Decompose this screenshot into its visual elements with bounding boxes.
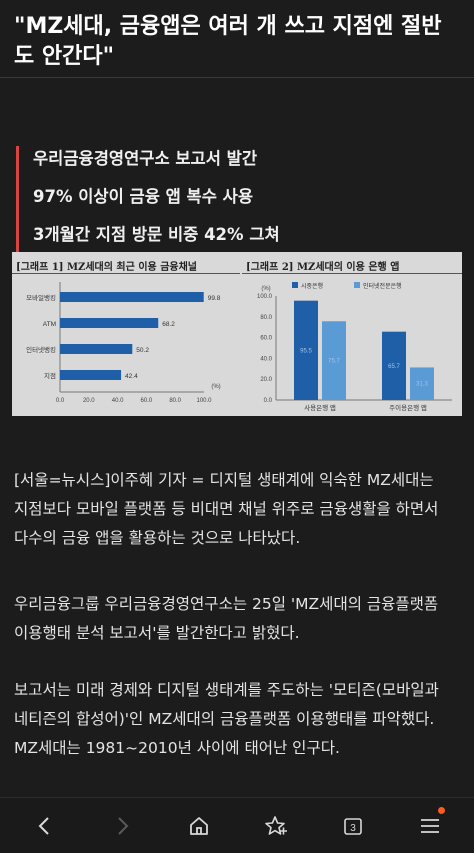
browser-bottom-bar: 3	[0, 797, 474, 853]
home-button[interactable]	[169, 798, 229, 853]
data-label: 95.5	[300, 348, 312, 354]
article-headline: "MZ세대, 금융앱은 여러 개 쓰고 지점엔 절반도 안간다"	[0, 0, 474, 78]
back-icon	[38, 816, 49, 835]
x-tick-label: 20.0	[83, 398, 95, 404]
summary-line: 97% 이상이 금융 앱 복수 사용	[33, 187, 254, 206]
data-label: 75.7	[328, 359, 340, 365]
bar	[60, 344, 133, 354]
bar	[294, 300, 318, 400]
summary-line: 3개월간 지점 방문 비중 42% 그쳐	[33, 225, 280, 244]
tabs-button[interactable]: 3	[323, 798, 383, 853]
menu-button[interactable]	[400, 798, 460, 853]
legend-label: 시중은행	[301, 282, 323, 290]
notification-dot	[437, 806, 445, 814]
bar	[322, 321, 346, 400]
x-tick-label: 100.0	[196, 398, 212, 404]
menu-icon	[420, 818, 439, 833]
legend-swatch	[354, 282, 360, 288]
y-tick-label: 100.0	[257, 294, 273, 300]
infographic-figure[interactable]: [그래프 1] MZ세대의 최근 이용 금융채널 모바일뱅킹 99.8 ATM 68.…	[12, 252, 462, 416]
forward-icon	[117, 816, 128, 835]
legend-label: 인터넷전문은행	[363, 282, 402, 290]
bank-apps-bar-chart: 시중은행 인터넷전문은행 0.0 20.0 40.0 60.0 80.0 100.0 (%) 95…	[257, 282, 452, 412]
data-label: 99.8	[208, 295, 221, 302]
x-tick-label: 80.0	[169, 398, 181, 404]
channels-bar-chart: 모바일뱅킹 99.8 ATM 68.2 인터넷뱅킹 50.2 지점 42.4 0.0 20.0 40…	[26, 282, 221, 404]
bar	[60, 292, 204, 302]
chart-panel-channels: [그래프 1] MZ세대의 최근 이용 금융채널 모바일뱅킹 99.8 ATM 68.…	[12, 252, 240, 416]
y-tick-label: 20.0	[260, 377, 272, 383]
back-button[interactable]	[15, 798, 75, 853]
y-tick-label: 60.0	[260, 336, 272, 342]
data-label: 50.2	[136, 347, 149, 354]
data-label: 42.4	[125, 373, 138, 380]
article-paragraph: [서울=뉴시스]이주혜 기자 = 디지털 생태계에 익숙한 MZ세대는 지점보다…	[14, 471, 439, 547]
bookmark-star-icon	[264, 815, 287, 835]
category-label: 주이용은행 앱	[389, 403, 427, 412]
x-tick-label: 40.0	[112, 398, 124, 404]
bar	[382, 331, 406, 400]
tabs-icon: 3	[343, 817, 362, 835]
tab-count: 3	[350, 823, 356, 834]
category-label: ATM	[43, 321, 56, 328]
x-tick-label: 0.0	[56, 398, 65, 404]
summary-line: 우리금융경영연구소 보고서 발간	[33, 149, 258, 168]
chart-panel-bank-apps: [그래프 2] MZ세대의 이용 은행 앱 시중은행 인터넷전문은행 0.0 20.0…	[242, 252, 462, 416]
article-paragraph: 보고서는 미래 경제와 디지털 생태계를 주도하는 '모티즌(모바일과 네티즌의…	[14, 681, 439, 757]
category-label: 인터넷뱅킹	[26, 345, 56, 354]
bar	[410, 367, 434, 400]
unit-label: (%)	[211, 384, 220, 390]
article-paragraph: 우리금융그룹 우리금융경영연구소는 25일 'MZ세대의 금융플랫폼 이용행태 …	[14, 595, 439, 642]
y-tick-label: 0.0	[264, 398, 273, 404]
chart-title: [그래프 1] MZ세대의 최근 이용 금융채널	[12, 254, 240, 274]
category-label: 모바일뱅킹	[26, 293, 56, 302]
bookmark-button[interactable]	[246, 798, 306, 853]
data-label: 65.7	[388, 364, 400, 370]
category-label: 사용은행 앱	[304, 403, 336, 412]
y-tick-label: 80.0	[260, 315, 272, 321]
home-icon	[189, 816, 208, 835]
data-label: 68.2	[162, 321, 175, 328]
x-tick-label: 60.0	[141, 398, 153, 404]
y-tick-label: 40.0	[260, 356, 272, 362]
bar	[60, 318, 159, 328]
legend-swatch	[292, 282, 298, 288]
category-label: 지점	[44, 371, 56, 380]
unit-label: (%)	[261, 286, 270, 292]
bar	[60, 370, 122, 380]
data-label: 31.3	[416, 382, 428, 388]
forward-button[interactable]	[92, 798, 152, 853]
summary-box: 우리금융경영연구소 보고서 발간 97% 이상이 금융 앱 복수 사용 3개월간…	[16, 146, 456, 260]
chart-title: [그래프 2] MZ세대의 이용 은행 앱	[242, 254, 462, 274]
